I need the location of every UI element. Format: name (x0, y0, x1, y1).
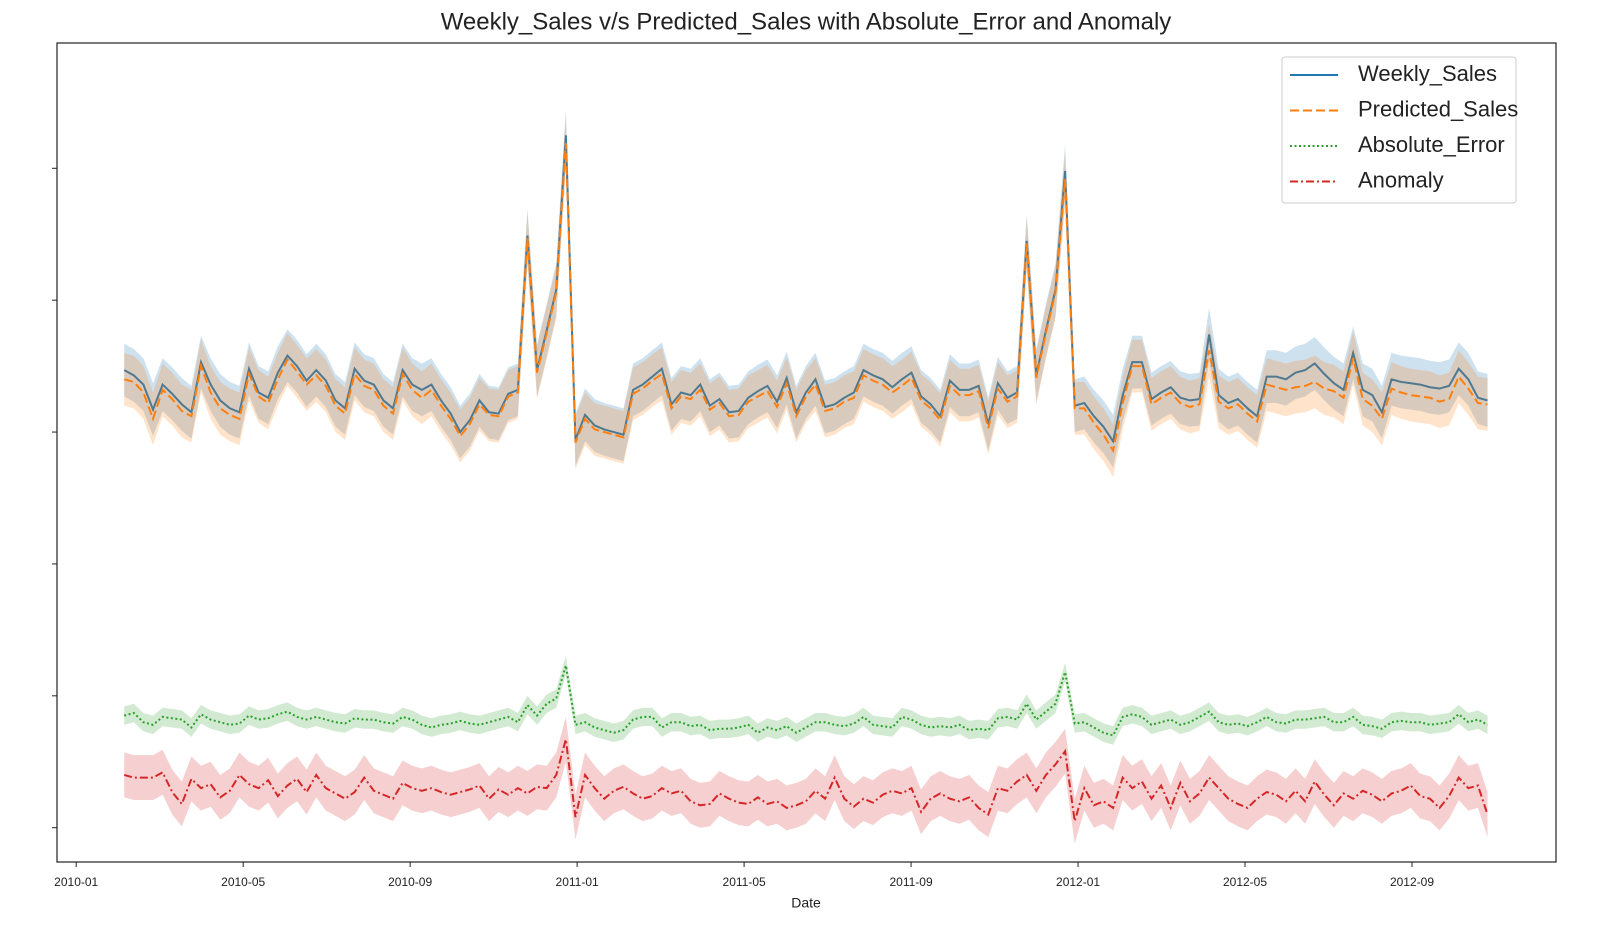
x-tick-label: 2012-09 (1390, 875, 1434, 889)
series-line (123, 135, 1488, 444)
x-axis-label: Date (791, 895, 821, 911)
x-tick-label: 2011-01 (556, 875, 599, 889)
series-line (123, 665, 1489, 737)
confidence-band (124, 716, 1488, 844)
legend-label: Weekly_Sales (1358, 61, 1497, 86)
legend-label: Absolute_Error (1358, 132, 1505, 157)
x-tick-label: 2012-05 (1223, 875, 1267, 889)
chart-title: Weekly_Sales v/s Predicted_Sales with Ab… (441, 8, 1172, 35)
legend: Weekly_Sales Predicted_Sales Absolute_Erro… (1281, 56, 1518, 204)
x-tick-label: 2011-05 (723, 875, 766, 889)
series-line (123, 143, 1488, 454)
plot-frame (56, 42, 1557, 863)
legend-box (1281, 56, 1517, 204)
series-line (123, 739, 1489, 822)
confidence-band (124, 656, 1488, 745)
x-tick-label: 2012-01 (1056, 875, 1100, 889)
legend-label: Anomaly (1358, 167, 1444, 192)
legend-label: Predicted_Sales (1358, 96, 1518, 121)
x-tick-label: 2010-09 (388, 875, 432, 889)
x-tick-label: 2011-09 (889, 875, 932, 889)
x-tick-label: 2010-05 (221, 875, 265, 889)
x-tick-label: 2010-01 (54, 875, 98, 889)
